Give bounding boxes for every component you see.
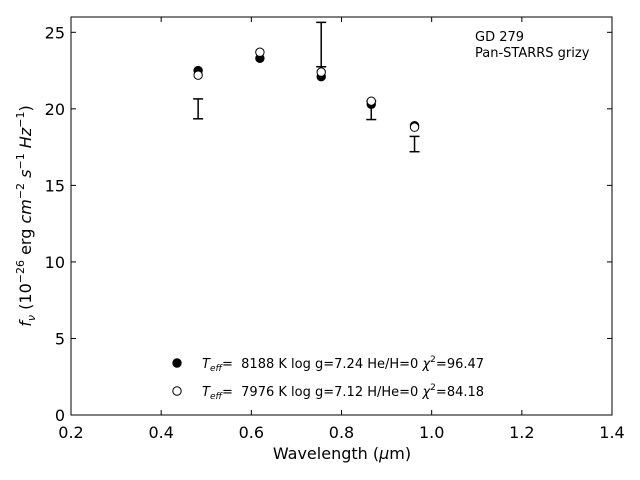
y-tick-label: 10 [45, 253, 65, 272]
y-axis-label: fν (10−26 erg cm−2 s−1 Hz−1) [14, 105, 38, 326]
legend-1-logg: 7.24 [334, 357, 363, 372]
x-tick-label: 0.2 [58, 423, 83, 442]
x-tick-label: 1.4 [599, 423, 624, 442]
point-open [316, 67, 326, 77]
observed-errorbars [193, 21, 420, 153]
annotation-object-name: GD 279 [475, 30, 524, 45]
x-tick-label: 0.8 [329, 423, 354, 442]
legend-marker-filled [172, 358, 182, 368]
legend-2-teff: 7976 [237, 385, 274, 400]
point-open [366, 96, 376, 106]
legend-1-teff: 8188 [237, 357, 274, 372]
legend-entry-2: Teff= 7976 K log g=7.12 H/He=0 χ2=84.18 [202, 383, 484, 402]
x-tick-label: 1.0 [419, 423, 444, 442]
point-open [255, 47, 265, 57]
plot-frame [70, 16, 613, 416]
x-tick-label: 0.4 [148, 423, 173, 442]
legend-2-chi2: 84.18 [447, 385, 484, 400]
axis-ticks: 0.2 0.4 0.6 0.8 1.0 1.2 1.4 0 5 10 15 20 25 [45, 17, 625, 442]
y-tick-label: 5 [55, 329, 65, 348]
y-tick-label: 20 [45, 100, 65, 119]
y-tick-label: 25 [45, 23, 65, 42]
legend-marker-open [172, 386, 182, 396]
y-tick-label: 0 [55, 406, 65, 425]
point-open [409, 122, 420, 132]
model-points [193, 47, 420, 132]
legend-entry-1: Teff= 8188 K log g=7.24 He/H=0 χ2=96.47 [202, 355, 484, 374]
annotation-survey: Pan-STARRS grizy [475, 46, 590, 61]
y-tick-label: 15 [45, 176, 65, 195]
x-axis-label: Wavelength (μm) [273, 444, 411, 463]
legend-1-composition: He/H=0 [367, 357, 418, 372]
point-open [193, 70, 203, 80]
legend: Teff= 8188 K log g=7.24 He/H=0 χ2=96.47 … [172, 355, 484, 402]
legend-2-composition: H/He=0 [367, 385, 418, 400]
x-tick-label: 0.6 [239, 423, 264, 442]
x-tick-label: 1.2 [509, 423, 534, 442]
legend-2-logg: 7.12 [334, 385, 363, 400]
legend-1-chi2: 96.47 [447, 357, 484, 372]
